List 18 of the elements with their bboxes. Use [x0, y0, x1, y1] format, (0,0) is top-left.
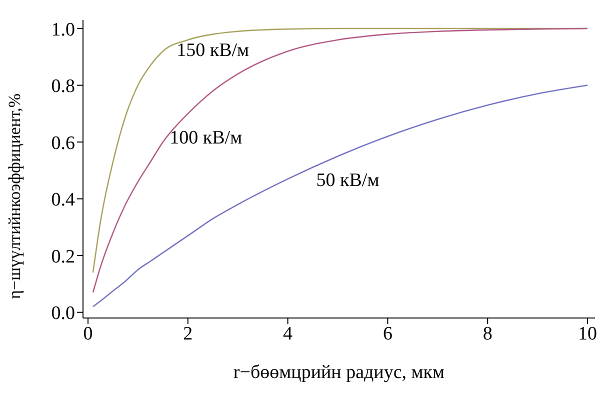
x-tick-label: 8 — [482, 323, 492, 344]
x-tick-label: 0 — [83, 323, 93, 344]
line-series — [92, 84, 588, 308]
x-tick-label: 2 — [183, 323, 193, 344]
x-tick-label: 10 — [578, 323, 598, 344]
y-tick-label: 0.2 — [51, 246, 75, 268]
y-axis-title: η−шүүлтийнкоэффициент,% — [5, 93, 24, 299]
series-label: 100 кВ/м — [170, 128, 242, 149]
y-tick-label: 0.0 — [51, 303, 75, 324]
series-label: 50 кВ/м — [316, 170, 380, 192]
y-tick-label: 0.8 — [51, 76, 75, 98]
x-axis-title: r−бөөмцрийн радиус, мкм — [233, 362, 445, 383]
y-tick-label: 0.6 — [51, 132, 75, 154]
y-tick-label: 0.4 — [51, 190, 76, 211]
series-label: 150 кВ/м — [176, 40, 250, 62]
x-tick-label: 4 — [283, 323, 294, 344]
y-tick-label: 1.0 — [51, 19, 75, 40]
x-tick-label: 6 — [382, 323, 392, 344]
